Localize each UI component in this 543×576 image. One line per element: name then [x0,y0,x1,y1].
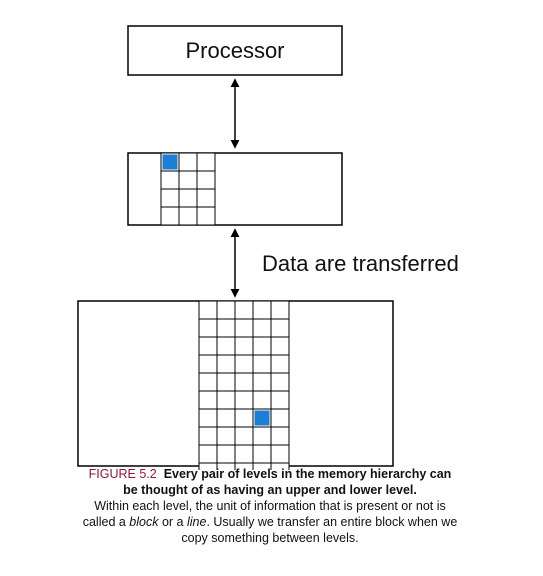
processor-box: Processor [127,25,343,76]
grid-cell [216,354,236,374]
grid-cell [234,336,254,356]
grid-cell [270,318,290,338]
transfer-label: Data are transferred [262,251,459,276]
processor-label: Processor [185,38,284,63]
highlighted-block [162,154,178,170]
grid-cell [234,390,254,410]
grid-cell [178,188,198,208]
desc-part2: or a [158,515,187,529]
grid-cell [216,390,236,410]
grid-cell [234,372,254,392]
grid-cell [178,170,198,190]
grid-cell [198,390,218,410]
grid-cell [234,318,254,338]
grid-cell [216,444,236,464]
highlighted-block [254,410,270,426]
grid-cell [196,188,216,208]
grid-cell [216,426,236,446]
memory-hierarchy-diagram: Processor Data are transferred [77,25,459,470]
grid-cell [198,318,218,338]
grid-cell [216,372,236,392]
desc-part3: . Usually we transfer an entire block wh… [181,515,458,545]
grid-cell [270,336,290,356]
grid-cell [198,336,218,356]
upper-level-block-grid [160,152,216,226]
grid-cell [270,408,290,428]
grid-cell [234,426,254,446]
grid-cell [270,390,290,410]
grid-cell [196,206,216,226]
grid-cell [196,152,216,172]
figure-label: FIGURE 5.2 [88,467,157,481]
grid-cell [234,408,254,428]
grid-cell [252,444,272,464]
desc-term-line: line [186,515,207,529]
lower-level-block-grid [198,300,290,470]
desc-term-block: block [129,515,159,529]
grid-cell [234,354,254,374]
grid-cell [252,372,272,392]
grid-cell [252,354,272,374]
grid-cell [198,408,218,428]
grid-cell [252,300,272,320]
grid-cell [198,426,218,446]
grid-cell [270,300,290,320]
figure-title: Every pair of levels in the memory hiera… [123,467,452,497]
lower-level-box [77,300,394,470]
grid-cell [270,372,290,392]
grid-cell [252,462,272,470]
grid-cell [252,390,272,410]
grid-cell [196,170,216,190]
grid-cell [234,462,254,470]
grid-cell [216,408,236,428]
grid-cell [160,206,180,226]
grid-cell [234,444,254,464]
grid-cell [252,318,272,338]
grid-cell [198,444,218,464]
grid-cell [160,170,180,190]
figure-description: Within each level, the unit of informati… [80,498,460,546]
grid-cell [198,300,218,320]
grid-cell [270,444,290,464]
grid-cell [270,462,290,470]
grid-cell [234,300,254,320]
grid-cell [252,336,272,356]
desc-part1: Within each level, the unit of informati… [82,499,446,529]
grid-cell [198,462,218,470]
grid-cell [216,300,236,320]
grid-cell [198,354,218,374]
grid-cell [216,336,236,356]
grid-cell [216,318,236,338]
grid-cell [252,426,272,446]
grid-cell [270,426,290,446]
upper-level-box [127,152,343,226]
grid-cell [178,152,198,172]
grid-cell [178,206,198,226]
grid-cell [198,372,218,392]
grid-cell [160,188,180,208]
grid-cell [216,462,236,470]
figure-caption: FIGURE 5.2 Every pair of levels in the m… [80,466,460,546]
grid-cell [270,354,290,374]
